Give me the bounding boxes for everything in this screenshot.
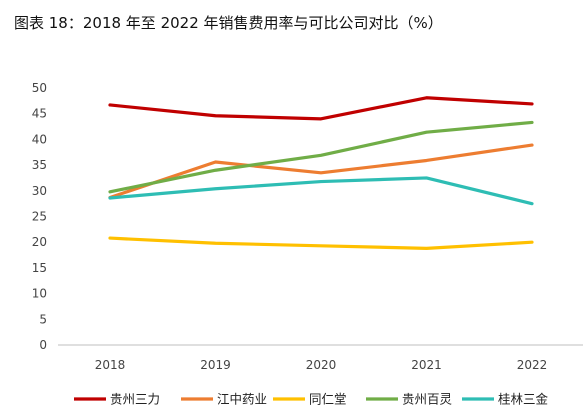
y-tick-label: 30 bbox=[32, 184, 47, 198]
y-tick-label: 25 bbox=[32, 210, 47, 224]
y-tick-label: 45 bbox=[32, 107, 47, 121]
series-line-桂林三金 bbox=[108, 176, 534, 206]
legend-label: 同仁堂 bbox=[309, 392, 347, 407]
x-tick-label: 2019 bbox=[200, 358, 231, 372]
y-tick-label: 35 bbox=[32, 158, 47, 172]
legend-label: 桂林三金 bbox=[498, 392, 549, 407]
y-tick-label: 40 bbox=[32, 132, 47, 146]
x-tick-label: 2018 bbox=[95, 358, 126, 372]
series-line-贵州三力 bbox=[108, 96, 534, 121]
series-line-贵州百灵 bbox=[108, 120, 534, 194]
y-tick-label: 15 bbox=[32, 261, 47, 275]
y-tick-label: 50 bbox=[32, 81, 47, 95]
series-line-江中药业 bbox=[108, 143, 534, 200]
x-tick-label: 2021 bbox=[411, 358, 442, 372]
y-tick-label: 0 bbox=[39, 338, 47, 352]
series-lines bbox=[108, 96, 534, 250]
x-tick-label: 2022 bbox=[517, 358, 548, 372]
series-line-同仁堂 bbox=[108, 236, 534, 250]
y-tick-label: 5 bbox=[39, 312, 47, 326]
legend: 贵州三力 江中药业 同仁堂 贵州百灵 桂林三金 bbox=[74, 392, 549, 407]
y-axis-ticks: 0 5 10 15 20 25 30 35 40 45 50 bbox=[32, 81, 47, 352]
chart-title: 图表 18：2018 年至 2022 年销售费用率与可比公司对比（%） bbox=[14, 14, 443, 32]
legend-label: 江中药业 bbox=[217, 392, 267, 407]
y-tick-label: 10 bbox=[32, 287, 47, 301]
x-axis: 2018 2019 2020 2021 2022 bbox=[58, 344, 583, 372]
x-tick-label: 2020 bbox=[306, 358, 337, 372]
y-tick-label: 20 bbox=[32, 235, 47, 249]
legend-label: 贵州百灵 bbox=[402, 392, 453, 407]
legend-label: 贵州三力 bbox=[110, 392, 160, 407]
